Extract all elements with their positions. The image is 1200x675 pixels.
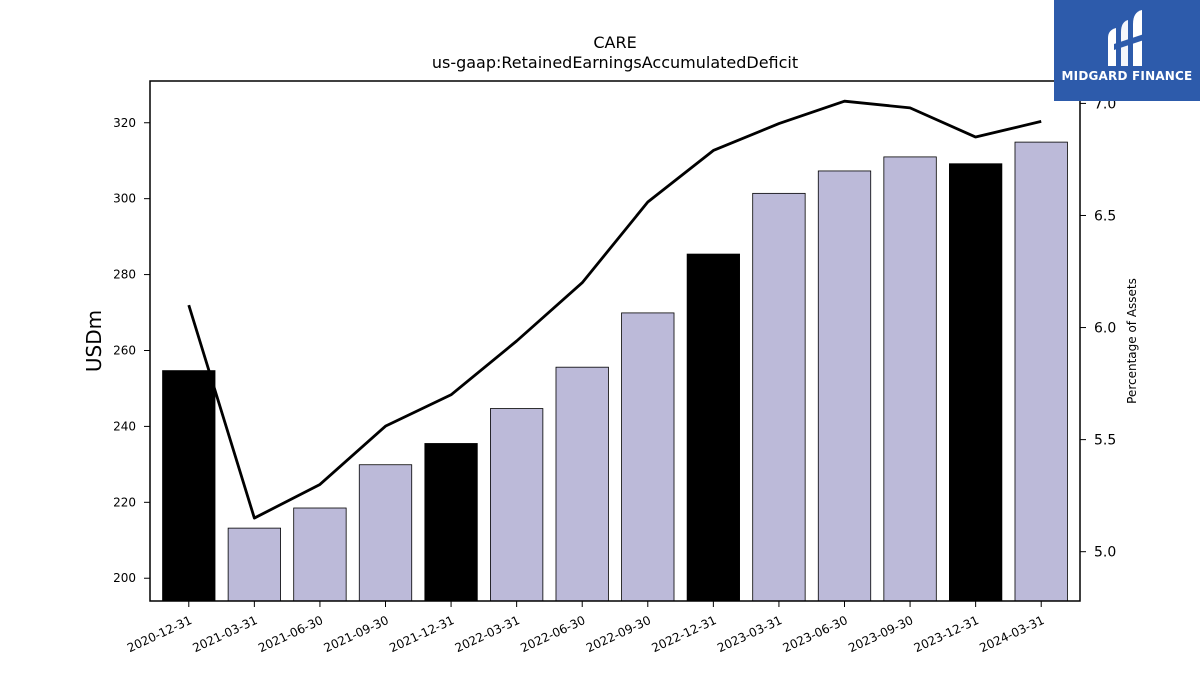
y-tick-label: 260 — [113, 343, 136, 357]
bar-2022-03-31 — [490, 408, 544, 602]
x-tick-label: 2024-03-31 — [977, 613, 1046, 655]
bar-2021-06-30 — [293, 507, 347, 602]
x-tick-label: 2022-09-30 — [584, 613, 653, 655]
bar-2021-09-30 — [358, 464, 413, 602]
bar-2023-06-30 — [817, 170, 872, 602]
chart-subtitle: us-gaap:RetainedEarningsAccumulatedDefic… — [432, 53, 798, 72]
y-axis-label: USDm — [82, 310, 106, 372]
bar-2020-12-31 — [162, 370, 216, 602]
bar-group — [162, 141, 1068, 602]
x-tick-label: 2023-06-30 — [781, 613, 850, 655]
bar-2024-03-31 — [1014, 141, 1068, 602]
chart-title: CARE — [593, 33, 636, 52]
y2-tick-label: 6.0 — [1094, 321, 1116, 337]
x-tick-label: 2021-06-30 — [256, 613, 325, 655]
x-tick-label: 2023-09-30 — [846, 613, 915, 655]
bar-2022-12-31 — [686, 253, 740, 602]
logo-text: MIDGARD FINANCE — [1061, 69, 1193, 83]
x-tick-label: 2022-06-30 — [518, 613, 587, 655]
y-tick-label: 320 — [113, 116, 136, 130]
bar-2021-12-31 — [424, 443, 478, 602]
x-tick-label: 2023-03-31 — [715, 613, 784, 655]
y2-axis-label: Percentage of Assets — [1125, 278, 1139, 404]
y-tick-label: 200 — [113, 571, 136, 585]
x-tick-label: 2021-12-31 — [387, 613, 456, 655]
plot-frame — [149, 80, 1081, 602]
x-tick-label: 2022-03-31 — [453, 613, 522, 655]
y-tick-label: 280 — [113, 268, 136, 282]
y-tick-label: 300 — [113, 192, 136, 206]
y-tick-label: 240 — [113, 419, 136, 433]
brand-logo: MIDGARD FINANCE — [1054, 0, 1200, 101]
logo-mark-icon — [1108, 10, 1144, 66]
y-tick-label: 220 — [113, 495, 136, 509]
bar-2023-03-31 — [752, 192, 806, 602]
right-axis-ticks: 5.05.56.06.57.0 — [1080, 96, 1116, 561]
line-group — [187, 99, 1042, 520]
bar-2023-09-30 — [883, 156, 937, 602]
x-tick-label: 2021-09-30 — [322, 613, 391, 655]
y2-tick-label: 5.0 — [1094, 545, 1116, 561]
bar-2023-12-31 — [949, 163, 1003, 602]
y2-tick-label: 5.5 — [1094, 433, 1116, 449]
x-tick-label: 2022-12-31 — [649, 613, 718, 655]
y2-tick-label: 6.5 — [1094, 208, 1116, 224]
x-tick-label: 2023-12-31 — [912, 613, 981, 655]
bar-2022-09-30 — [621, 312, 675, 602]
assets-percentage-line — [187, 99, 1042, 520]
x-tick-label: 2021-03-31 — [190, 613, 259, 655]
x-axis-ticks: 2020-12-312021-03-312021-06-302021-09-30… — [125, 601, 1046, 655]
x-tick-label: 2020-12-31 — [125, 613, 194, 655]
bar-2021-03-31 — [227, 527, 281, 602]
bar-2022-06-30 — [555, 366, 609, 602]
left-axis-ticks: 200 220 240 260 280 300 320 — [113, 116, 150, 585]
